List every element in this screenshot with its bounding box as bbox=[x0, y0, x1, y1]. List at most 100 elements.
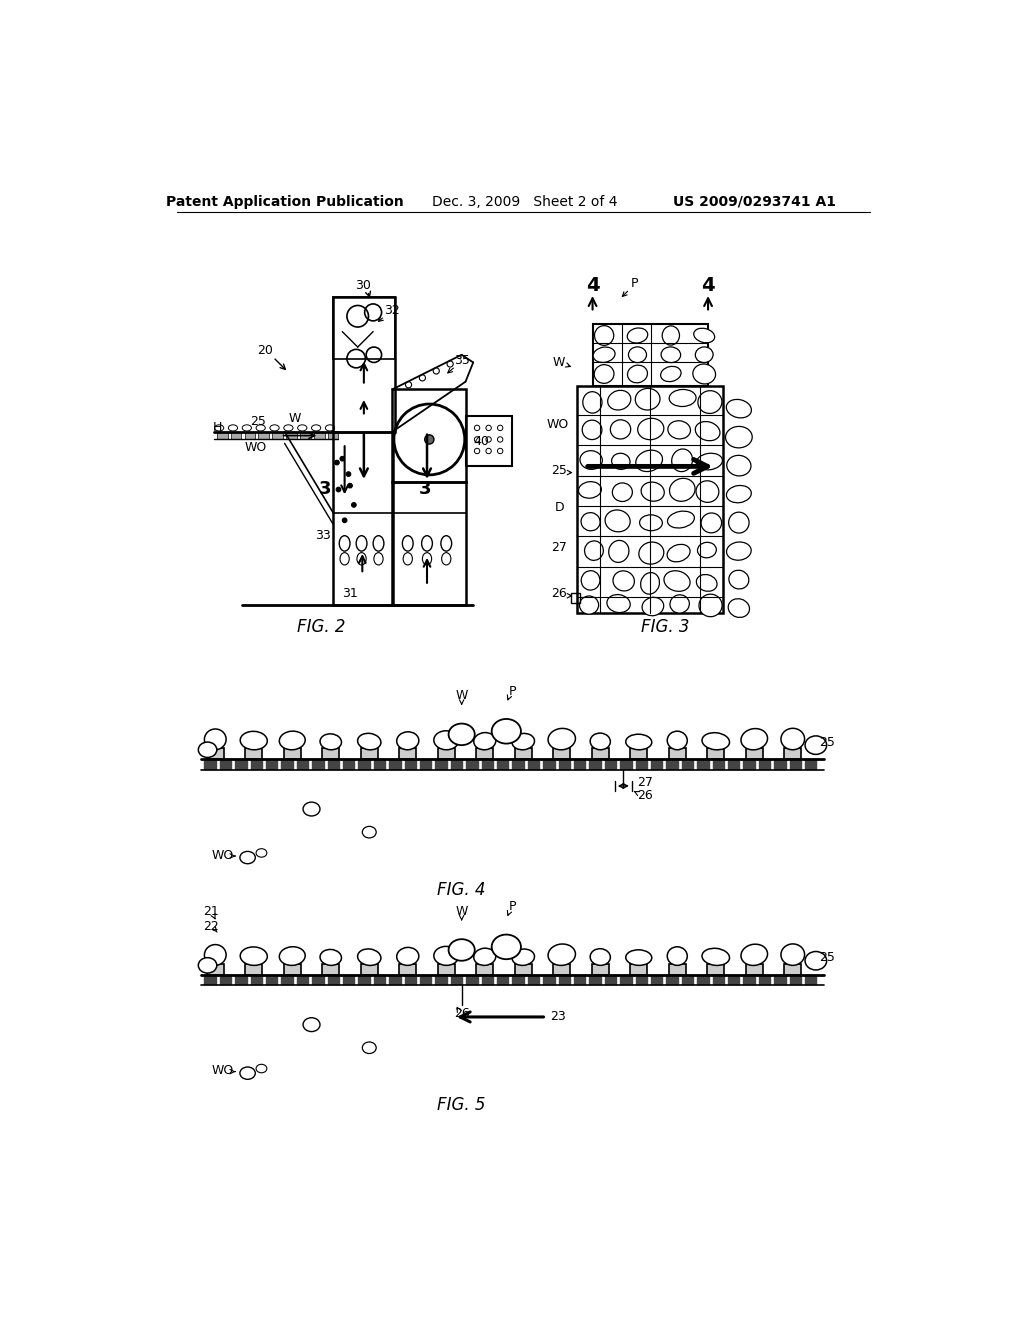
Bar bbox=[759, 974, 771, 985]
Ellipse shape bbox=[668, 511, 694, 528]
Ellipse shape bbox=[595, 326, 613, 346]
Bar bbox=[544, 759, 556, 770]
Ellipse shape bbox=[642, 597, 664, 615]
Bar bbox=[360, 748, 378, 759]
Bar bbox=[313, 432, 325, 440]
Ellipse shape bbox=[321, 734, 341, 750]
Ellipse shape bbox=[214, 425, 223, 432]
Text: W: W bbox=[289, 412, 301, 425]
Ellipse shape bbox=[696, 480, 719, 503]
Bar bbox=[497, 759, 509, 770]
Ellipse shape bbox=[626, 734, 651, 750]
Bar bbox=[481, 759, 494, 770]
Ellipse shape bbox=[610, 420, 631, 440]
Text: 22: 22 bbox=[204, 920, 219, 933]
Text: 4: 4 bbox=[586, 276, 599, 294]
Bar bbox=[404, 759, 417, 770]
Bar bbox=[745, 748, 763, 759]
Circle shape bbox=[336, 487, 341, 492]
Bar bbox=[651, 974, 664, 985]
Bar bbox=[251, 974, 263, 985]
Ellipse shape bbox=[672, 449, 692, 471]
Bar bbox=[466, 974, 478, 985]
Ellipse shape bbox=[726, 400, 752, 418]
Bar bbox=[420, 974, 432, 985]
Text: 3: 3 bbox=[318, 480, 331, 499]
Bar bbox=[512, 759, 525, 770]
Text: 32: 32 bbox=[384, 305, 400, 317]
Bar bbox=[217, 432, 227, 440]
Ellipse shape bbox=[243, 425, 252, 432]
Bar bbox=[297, 759, 309, 770]
Ellipse shape bbox=[449, 940, 475, 961]
Bar bbox=[713, 759, 725, 770]
Ellipse shape bbox=[664, 570, 690, 591]
Text: 25: 25 bbox=[250, 416, 265, 428]
Bar bbox=[438, 964, 455, 974]
Text: P: P bbox=[631, 277, 639, 290]
Bar bbox=[374, 759, 386, 770]
Ellipse shape bbox=[641, 482, 665, 502]
Bar bbox=[774, 759, 786, 770]
Bar bbox=[404, 974, 417, 985]
Bar bbox=[515, 964, 531, 974]
Ellipse shape bbox=[729, 570, 749, 589]
Ellipse shape bbox=[396, 948, 419, 965]
Bar bbox=[282, 974, 294, 985]
Bar bbox=[246, 748, 262, 759]
Text: 31: 31 bbox=[342, 587, 357, 601]
Ellipse shape bbox=[668, 731, 687, 750]
Text: FIG. 4: FIG. 4 bbox=[437, 880, 486, 899]
Bar bbox=[745, 964, 763, 974]
Ellipse shape bbox=[629, 347, 646, 363]
Ellipse shape bbox=[581, 512, 600, 531]
Ellipse shape bbox=[590, 949, 610, 965]
Ellipse shape bbox=[362, 1041, 376, 1053]
Bar bbox=[328, 432, 339, 440]
Ellipse shape bbox=[205, 729, 226, 750]
Ellipse shape bbox=[590, 733, 610, 750]
Bar bbox=[481, 974, 494, 985]
Ellipse shape bbox=[726, 486, 752, 503]
Text: WO: WO bbox=[245, 441, 267, 454]
Text: 21: 21 bbox=[204, 906, 219, 917]
Ellipse shape bbox=[668, 946, 687, 965]
Bar bbox=[451, 974, 463, 985]
Bar bbox=[328, 974, 340, 985]
Bar bbox=[284, 748, 301, 759]
Ellipse shape bbox=[636, 450, 663, 471]
Bar bbox=[592, 964, 608, 974]
Ellipse shape bbox=[362, 826, 376, 838]
Text: 23: 23 bbox=[550, 1010, 566, 1023]
Bar bbox=[559, 974, 571, 985]
Bar bbox=[790, 974, 802, 985]
Ellipse shape bbox=[638, 418, 664, 440]
Ellipse shape bbox=[321, 949, 341, 965]
Circle shape bbox=[342, 517, 347, 523]
Ellipse shape bbox=[611, 453, 630, 470]
Ellipse shape bbox=[270, 425, 280, 432]
Bar bbox=[553, 964, 570, 974]
Text: 40: 40 bbox=[473, 436, 488, 449]
Bar bbox=[328, 759, 340, 770]
Ellipse shape bbox=[199, 742, 217, 758]
Ellipse shape bbox=[612, 483, 633, 502]
Bar bbox=[682, 974, 694, 985]
Bar bbox=[399, 964, 416, 974]
Bar bbox=[593, 323, 708, 385]
Text: WO: WO bbox=[547, 417, 569, 430]
Text: 26: 26 bbox=[552, 587, 567, 601]
Ellipse shape bbox=[728, 599, 750, 618]
Ellipse shape bbox=[512, 734, 535, 750]
Text: 25: 25 bbox=[552, 463, 567, 477]
Text: 26: 26 bbox=[454, 1007, 470, 1019]
Text: 4: 4 bbox=[701, 276, 715, 294]
Ellipse shape bbox=[641, 573, 659, 594]
Bar bbox=[245, 432, 255, 440]
Bar bbox=[805, 759, 817, 770]
Ellipse shape bbox=[303, 1018, 319, 1032]
Bar bbox=[574, 974, 587, 985]
Bar bbox=[697, 974, 710, 985]
Bar bbox=[207, 964, 223, 974]
Text: W: W bbox=[456, 689, 468, 702]
